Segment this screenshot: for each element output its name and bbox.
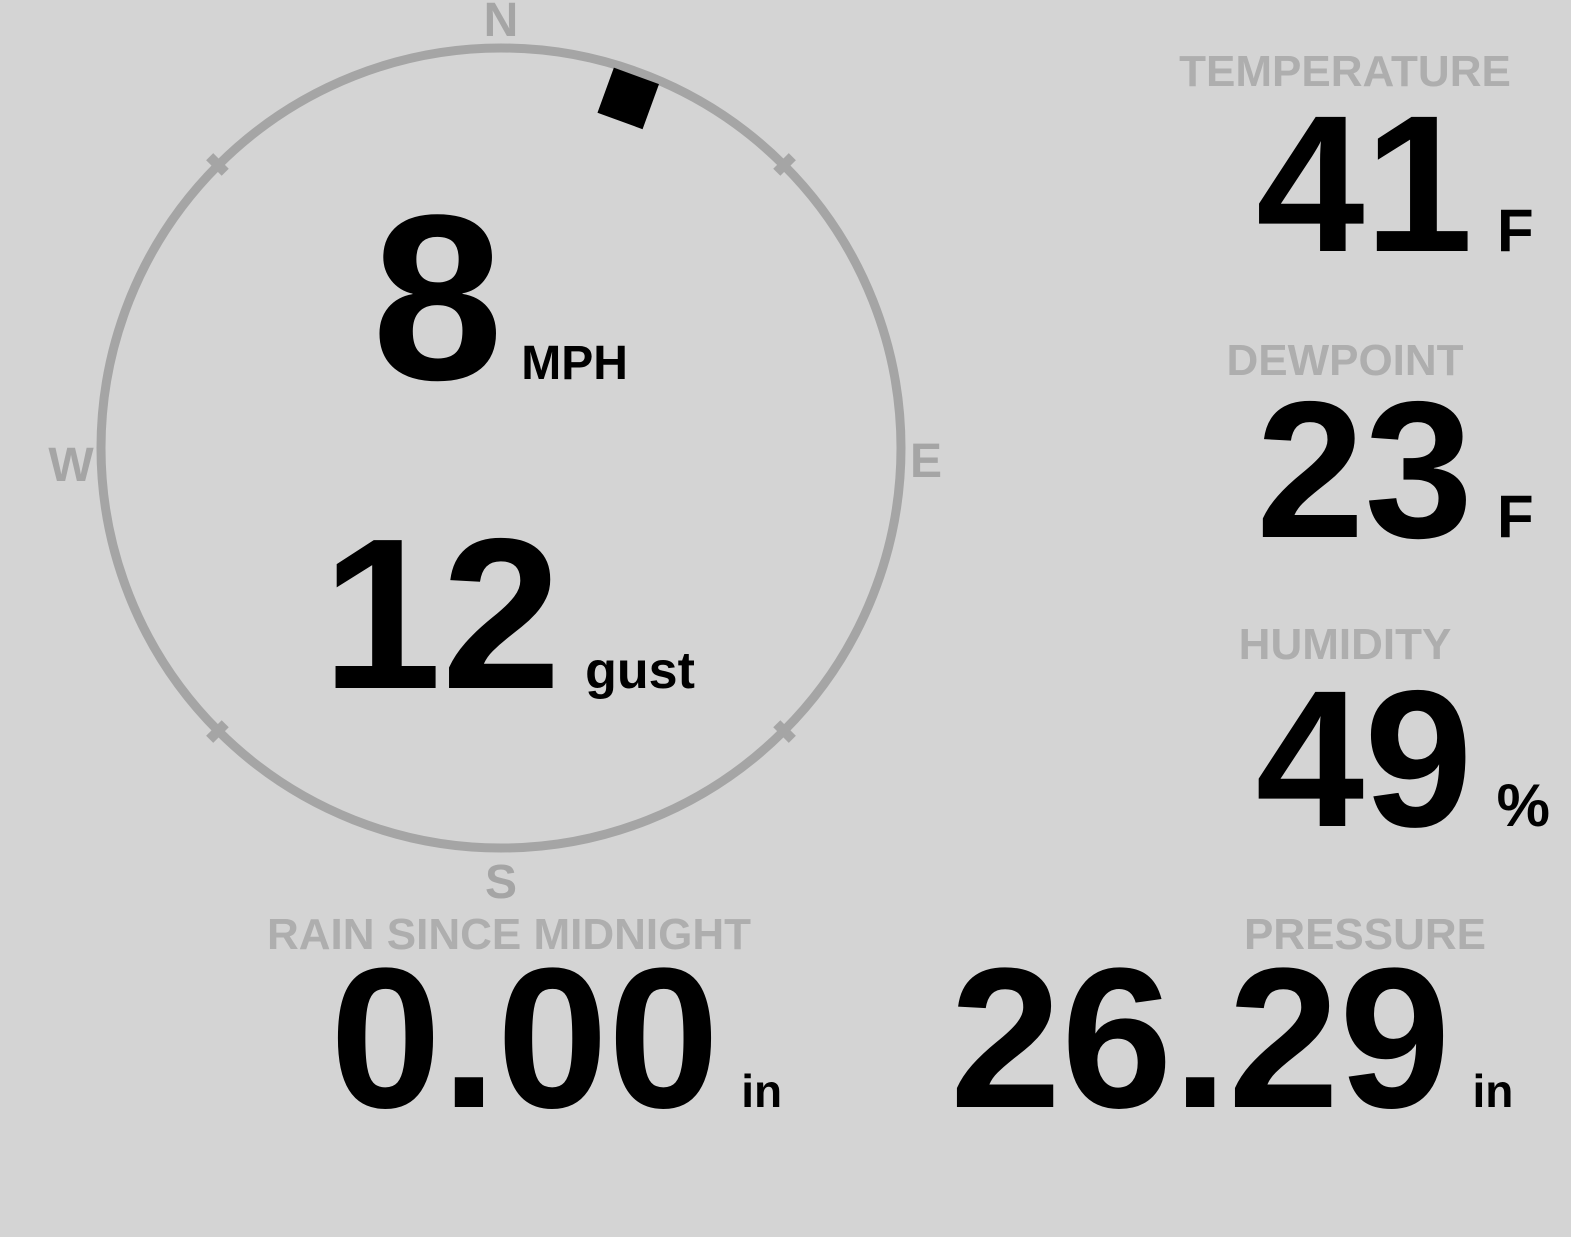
wind-gust: 12 gust (322, 506, 695, 721)
rain-value: 0.00 (330, 927, 720, 1150)
rain-unit: in (741, 1065, 783, 1117)
wind-speed-value: 8 (372, 166, 504, 430)
compass-tick-nw (206, 153, 229, 176)
rain-label: RAIN SINCE MIDNIGHT (267, 910, 751, 959)
humidity-reading: 49 % (1256, 662, 1550, 857)
temperature-unit: F (1497, 197, 1534, 264)
compass-label-north: N (483, 0, 519, 47)
pressure-label: PRESSURE (1243, 910, 1487, 959)
humidity-label: HUMIDITY (1238, 620, 1452, 669)
humidity-unit: % (1496, 772, 1550, 839)
dewpoint-label: DEWPOINT (1226, 336, 1464, 385)
wind-gust-label: gust (585, 642, 695, 700)
wind-speed: 8 MPH (372, 180, 628, 416)
compass-tick-ne (773, 153, 796, 176)
compass-circle (96, 43, 906, 853)
compass-label-east: E (909, 435, 943, 488)
wind-gust-value: 12 (322, 493, 562, 734)
wind-speed-unit: MPH (521, 337, 628, 390)
dewpoint-unit: F (1497, 483, 1534, 550)
rain-reading: 0.00 in (330, 939, 782, 1139)
dewpoint-reading: 23 F (1256, 373, 1550, 568)
dewpoint-value: 23 (1256, 361, 1473, 579)
pressure-reading: 26.29 in (950, 939, 1513, 1139)
pressure-unit: in (1472, 1065, 1514, 1117)
wind-direction-marker (597, 67, 659, 130)
humidity-value: 49 (1255, 650, 1473, 868)
temperature-value: 41 (1256, 75, 1473, 293)
temperature-reading: 41 F (1256, 87, 1550, 282)
compass-tick-se (773, 720, 796, 743)
compass-label-west: W (48, 439, 94, 492)
pressure-value: 26.29 (950, 927, 1451, 1150)
compass-tick-sw (206, 720, 229, 743)
compass-dial (96, 43, 906, 853)
compass-label-south: S (484, 856, 518, 909)
temperature-label: TEMPERATURE (1179, 47, 1511, 96)
